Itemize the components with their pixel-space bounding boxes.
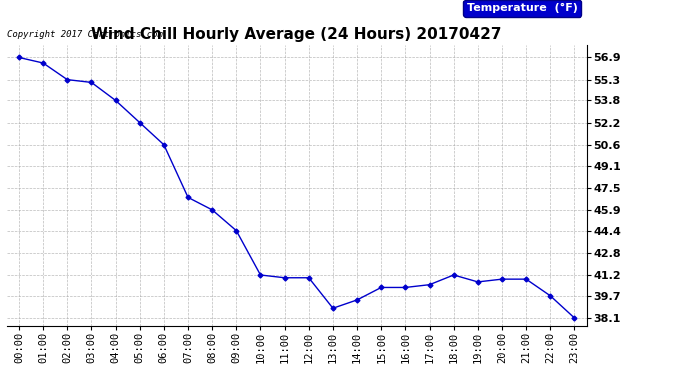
Title: Wind Chill Hourly Average (24 Hours) 20170427: Wind Chill Hourly Average (24 Hours) 201…: [92, 27, 502, 42]
Text: Copyright 2017 Cartronics.com: Copyright 2017 Cartronics.com: [7, 30, 163, 39]
Legend: Temperature  (°F): Temperature (°F): [464, 0, 581, 16]
